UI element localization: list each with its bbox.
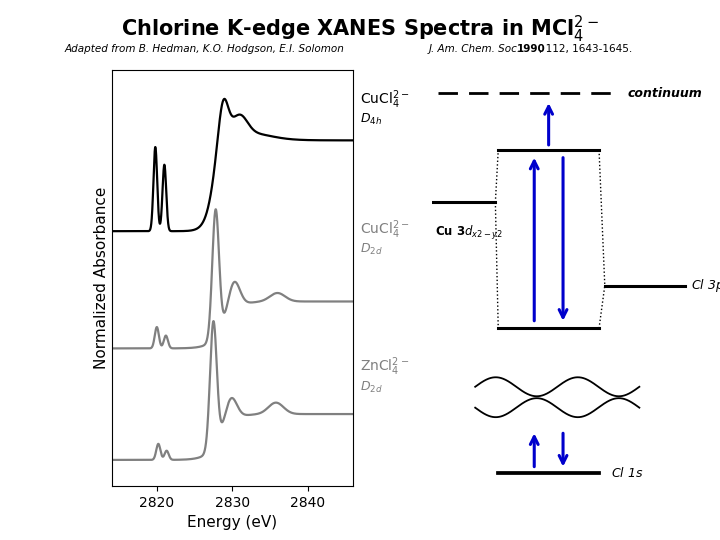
- Text: J. Am. Chem. Soc.: J. Am. Chem. Soc.: [428, 44, 521, 55]
- Text: continuum: continuum: [628, 86, 703, 99]
- Text: $D_{2d}$: $D_{2d}$: [360, 242, 383, 257]
- Text: , 112, 1643-1645.: , 112, 1643-1645.: [539, 44, 632, 55]
- Y-axis label: Normalized Absorbance: Normalized Absorbance: [94, 187, 109, 369]
- Text: CuCl$_4^{2-}$: CuCl$_4^{2-}$: [360, 89, 410, 111]
- Text: $D_{4h}$: $D_{4h}$: [360, 112, 382, 127]
- Text: CuCl$_4^{2-}$: CuCl$_4^{2-}$: [360, 218, 410, 241]
- Text: Adapted from B. Hedman, K.O. Hodgson, E.I. Solomon: Adapted from B. Hedman, K.O. Hodgson, E.…: [65, 44, 345, 55]
- Text: ZnCl$_4^{2-}$: ZnCl$_4^{2-}$: [360, 356, 409, 379]
- X-axis label: Energy (eV): Energy (eV): [187, 515, 277, 530]
- Text: Cl 1$s$: Cl 1$s$: [611, 466, 643, 480]
- Text: Cu 3$d_{x2-y2}$: Cu 3$d_{x2-y2}$: [435, 224, 503, 242]
- Text: $D_{2d}$: $D_{2d}$: [360, 380, 383, 395]
- Text: 1990: 1990: [517, 44, 546, 55]
- Text: Chlorine K-edge XANES Spectra in MCl$_4^{2-}$: Chlorine K-edge XANES Spectra in MCl$_4^…: [121, 14, 599, 45]
- Text: Cl 3$p$: Cl 3$p$: [691, 277, 720, 294]
